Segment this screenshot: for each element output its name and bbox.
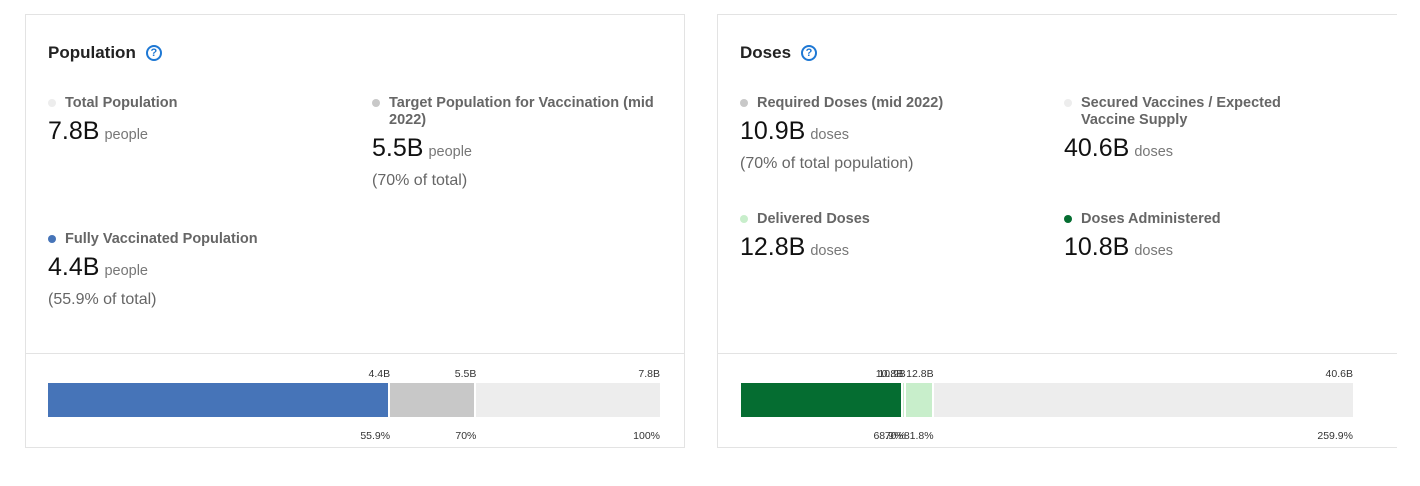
target-population-segment [390,383,477,417]
question-circle-icon[interactable]: ? [801,45,818,61]
fully-vaccinated-unit: people [104,263,148,279]
target-population-value: 5.5B [372,134,424,162]
total-population-dot [48,99,56,107]
doses-administered-value: 10.8B [1064,233,1130,261]
doses-bar-section: 10.8B 10.9B 12.8B 40.6B 68.9% 70% 81.8% … [718,353,1397,447]
fully-vaccinated-stat: Fully Vaccinated Population 4.4B people (… [48,231,348,309]
fully-vaccinated-note: (55.9% of total) [48,291,157,308]
doses-bar-top-label: 12.8B [906,368,934,380]
doses-bar-top-label: 10.8B [875,368,904,380]
population-header: Population ? [48,43,162,63]
doses-administered-segment [741,383,904,417]
population-card: Population ? Total Population 7.8B people… [25,14,685,448]
required-doses-value: 10.9B [740,117,806,145]
population-bar-bottom-label: 100% [633,430,660,442]
doses-bar-bottom-label: 81.8% [903,430,934,442]
doses-title: Doses [740,43,792,62]
doses-administered-label: Doses Administered [1081,211,1221,227]
required-doses-label: Required Doses (mid 2022) [757,95,944,111]
population-title: Population [48,43,136,62]
total-population-unit: people [104,127,148,143]
doses-header: Doses ? [740,43,818,63]
target-population-dot [372,99,380,107]
population-bar-top-label: 7.8B [638,368,660,380]
fully-vaccinated-value: 4.4B [48,253,100,281]
doses-bar-top-label: 40.6B [1325,368,1353,380]
target-population-stat: Target Population for Vaccination (mid 2… [372,95,672,190]
target-population-note: (70% of total) [372,172,468,189]
population-bar-top-label: 4.4B [368,368,391,380]
target-population-unit: people [428,144,472,160]
doses-administered-stat: Doses Administered 10.8B doses [1064,211,1374,265]
doses-bar-bottom-label: 68.9% [873,430,904,442]
delivered-doses-label: Delivered Doses [757,211,870,227]
question-circle-icon[interactable]: ? [145,45,162,61]
delivered-doses-unit: doses [810,243,850,259]
doses-administered-dot [1064,215,1072,223]
doses-bar-top-label: 10.9B [878,368,906,380]
fully-vaccinated-segment [48,383,391,417]
secured-vaccines-dot [1064,99,1072,107]
required-doses-stat: Required Doses (mid 2022) 10.9B doses (70… [740,95,1050,173]
doses-progress-bar [741,383,1353,417]
delivered-doses-segment [905,383,934,417]
doses-bar-bottom-label: 70% [884,430,906,442]
required-doses-unit: doses [810,127,850,143]
population-bar-bottom-label: 55.9% [360,430,391,442]
secured-vaccines-unit: doses [1134,144,1174,160]
fully-vaccinated-dot [48,235,56,243]
population-bar-bottom-label: 70% [455,430,477,442]
secured-vaccines-stat: Secured Vaccines / Expected Vaccine Supp… [1064,95,1374,166]
doses-bar-bottom-label: 259.9% [1317,430,1353,442]
doses-administered-unit: doses [1134,243,1174,259]
population-progress-bar [48,383,660,417]
total-population-value: 7.8B [48,117,100,145]
required-doses-dot [740,99,748,107]
total-population-label: Total Population [65,95,178,111]
total-population-stat: Total Population 7.8B people [48,95,348,149]
target-population-label: Target Population for Vaccination (mid 2… [389,95,654,128]
fully-vaccinated-label: Fully Vaccinated Population [65,231,258,247]
required-doses-segment [903,383,906,417]
secured-vaccines-label: Secured Vaccines / Expected Vaccine Supp… [1081,95,1281,128]
required-doses-note: (70% of total population) [740,155,914,172]
population-bar-top-label: 5.5B [454,368,477,380]
secured-vaccines-value: 40.6B [1064,134,1130,162]
doses-card: Doses ? Required Doses (mid 2022) 10.9B d… [717,14,1397,448]
delivered-doses-stat: Delivered Doses 12.8B doses [740,211,1050,265]
population-bar-section: 4.4B 5.5B 7.8B 55.9% 70% 100% [26,353,684,447]
secured-vaccines-segment [933,383,1353,417]
delivered-doses-value: 12.8B [740,233,806,261]
delivered-doses-dot [740,215,748,223]
total-population-segment [476,383,660,417]
